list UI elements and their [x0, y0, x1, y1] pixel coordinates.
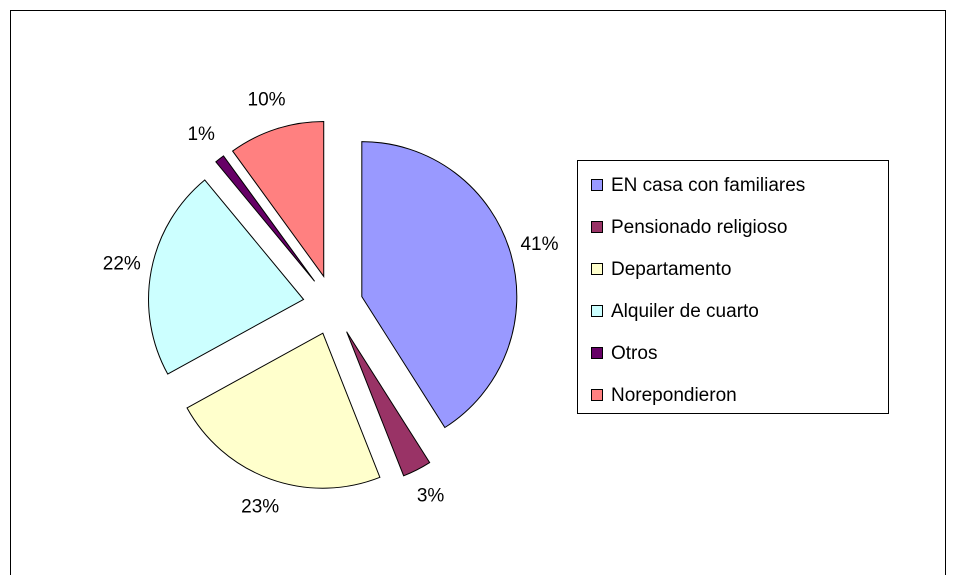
legend-box — [577, 160, 889, 414]
data-label: 23% — [241, 496, 279, 517]
pie-slice — [231, 120, 325, 279]
data-label: 1% — [187, 124, 215, 145]
legend-swatch — [591, 179, 603, 191]
legend-label: Norepondieron — [611, 385, 737, 406]
legend-label: Otros — [611, 343, 657, 364]
legend-swatch — [591, 347, 603, 359]
legend-label: Departamento — [611, 259, 731, 280]
legend-swatch — [591, 389, 603, 401]
pie-slice — [361, 141, 518, 429]
legend-swatch — [591, 263, 603, 275]
legend-swatch — [591, 221, 603, 233]
legend-swatch — [591, 305, 603, 317]
data-label: 22% — [103, 254, 141, 275]
data-label: 10% — [248, 90, 286, 111]
pie-slice — [215, 155, 316, 282]
pie-slice — [186, 332, 381, 489]
legend-label: Pensionado religioso — [611, 217, 787, 238]
data-label: 3% — [417, 486, 445, 507]
legend-label: Alquiler de cuarto — [611, 301, 759, 322]
data-label: 41% — [520, 234, 558, 255]
pie-slice — [346, 331, 431, 477]
pie-slice — [148, 179, 305, 375]
legend-label: EN casa con familiares — [611, 175, 805, 196]
